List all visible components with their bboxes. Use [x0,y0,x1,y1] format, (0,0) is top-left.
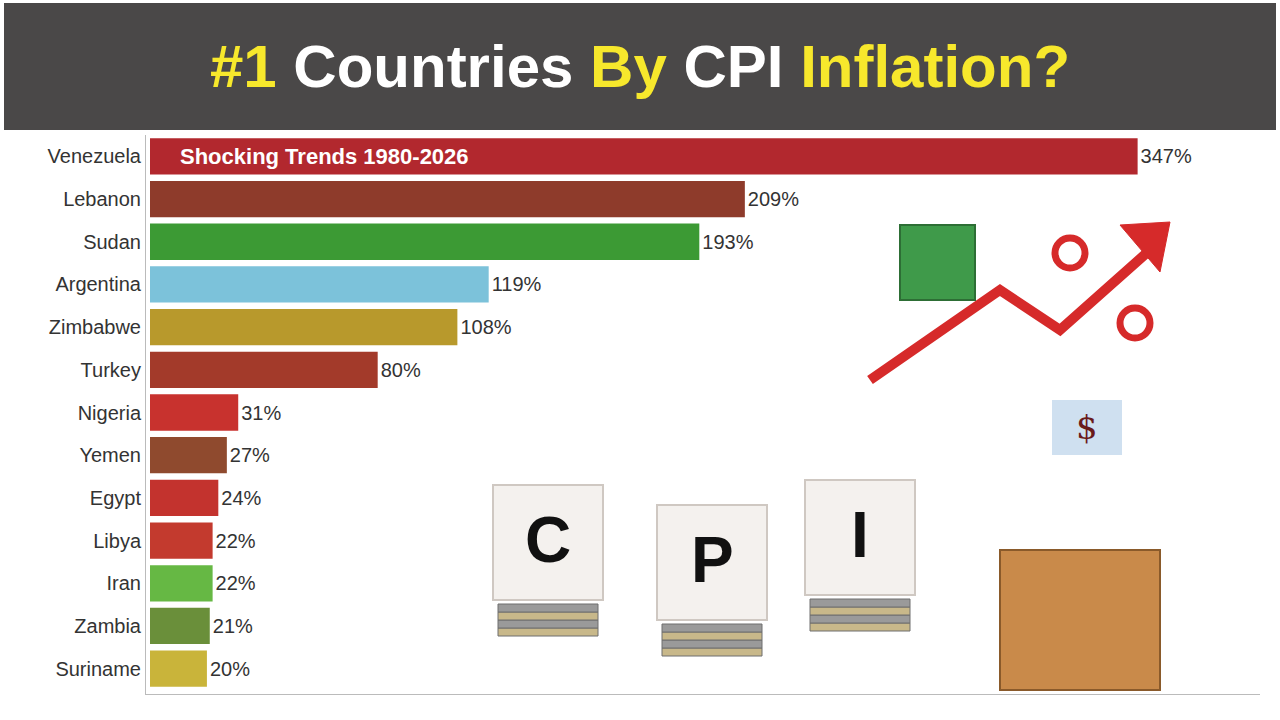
svg-text:Venezuela: Venezuela [48,145,142,167]
svg-text:#1 Countries By CPI Inflation?: #1 Countries By CPI Inflation? [210,33,1070,100]
svg-text:193%: 193% [702,231,753,253]
svg-text:108%: 108% [460,316,511,338]
svg-text:119%: 119% [492,273,542,295]
svg-text:347%: 347% [1141,145,1192,167]
svg-text:$: $ [1076,407,1098,447]
svg-text:Iran: Iran [107,572,141,594]
svg-text:Yemen: Yemen [79,444,141,466]
svg-text:Argentina: Argentina [55,273,141,295]
svg-text:24%: 24% [221,487,261,509]
svg-text:Shocking Trends 1980-2026: Shocking Trends 1980-2026 [180,144,469,169]
svg-text:Sudan: Sudan [83,231,141,253]
svg-text:Lebanon: Lebanon [63,188,141,210]
svg-text:P: P [691,524,734,596]
svg-text:31%: 31% [241,402,281,424]
svg-text:21%: 21% [213,615,253,637]
svg-text:27%: 27% [230,444,270,466]
svg-text:Turkey: Turkey [81,359,141,381]
svg-text:Zambia: Zambia [74,615,142,637]
svg-text:80%: 80% [381,359,421,381]
svg-text:Suriname: Suriname [55,658,141,680]
svg-text:20%: 20% [210,658,250,680]
svg-text:209%: 209% [748,188,799,210]
svg-text:C: C [525,504,571,576]
svg-text:22%: 22% [216,572,256,594]
svg-text:Egypt: Egypt [90,487,142,509]
svg-text:Zimbabwe: Zimbabwe [49,316,141,338]
svg-text:22%: 22% [216,530,256,552]
svg-text:Nigeria: Nigeria [78,402,142,424]
svg-text:Libya: Libya [93,530,142,552]
svg-text:I: I [851,499,869,571]
